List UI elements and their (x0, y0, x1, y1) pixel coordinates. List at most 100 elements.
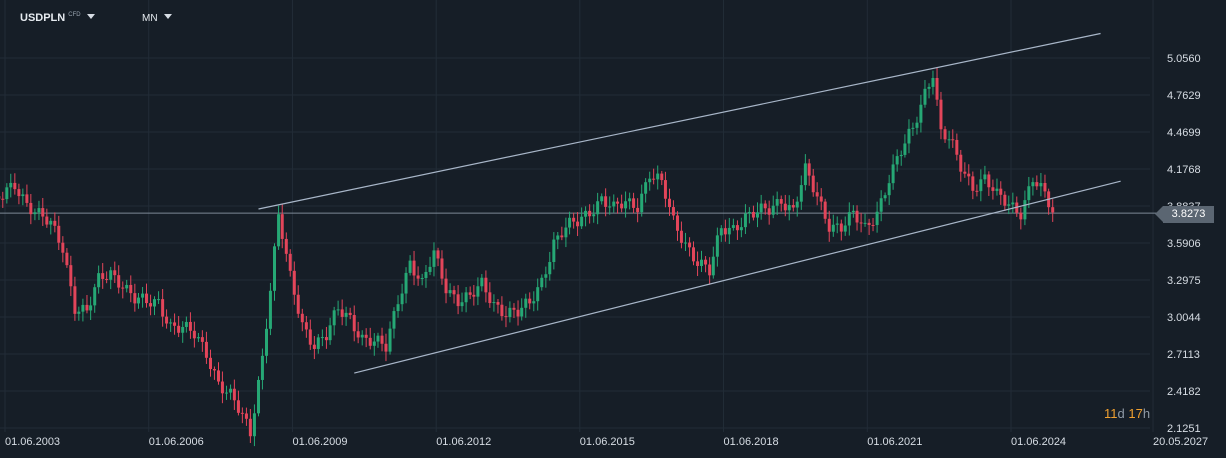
candle-body (81, 304, 85, 312)
candle-body (660, 173, 664, 181)
candle-body (336, 309, 340, 311)
trendlines[interactable] (258, 32, 1121, 374)
candle-body (915, 122, 919, 128)
symbol-selector[interactable]: USDPLN CFD (20, 12, 95, 24)
channel-trendline[interactable] (258, 32, 1101, 210)
candle (624, 191, 628, 218)
candle-body (1007, 204, 1011, 206)
candle-body (244, 413, 248, 419)
candle (963, 162, 967, 178)
candle-body (229, 388, 233, 393)
candle-body (604, 196, 608, 207)
candle-body (248, 418, 252, 437)
candle (859, 212, 863, 233)
candle (775, 191, 779, 216)
candle (807, 158, 811, 186)
candle (787, 195, 791, 221)
candle-body (951, 139, 955, 141)
candle-body (520, 307, 524, 317)
chart-toolbar: USDPLN CFD MN (0, 0, 300, 36)
candle (192, 321, 196, 348)
candle (751, 205, 755, 221)
candle-body (137, 297, 141, 304)
chevron-down-icon (86, 14, 95, 19)
channel-trendline[interactable] (354, 180, 1121, 374)
candle (947, 130, 951, 149)
candle (815, 182, 819, 206)
candle (879, 190, 883, 222)
candle-body (312, 344, 316, 349)
candle-body (879, 198, 883, 212)
candle-body (516, 309, 520, 317)
candle (85, 294, 89, 314)
candle-body (436, 250, 440, 259)
candle-body (676, 215, 680, 231)
candle (49, 217, 53, 235)
candle-body (895, 156, 899, 165)
candle (125, 279, 129, 293)
candle-body (316, 337, 320, 349)
candle (608, 196, 612, 215)
candle-body (548, 262, 552, 275)
candle (101, 263, 105, 289)
candle (352, 305, 356, 342)
candle-body (220, 381, 224, 394)
candle (209, 349, 213, 377)
candle (452, 285, 456, 304)
candle (324, 326, 328, 349)
candle (340, 299, 344, 326)
candle (644, 178, 648, 203)
symbol-name: USDPLN (20, 12, 66, 24)
candle (384, 333, 388, 362)
candle-body (284, 238, 288, 254)
candle-body (735, 225, 739, 231)
candle-body (292, 270, 296, 295)
candle (863, 213, 867, 227)
candle-body (360, 334, 364, 338)
x-tick-label: 01.06.2015 (580, 436, 635, 448)
candle (799, 175, 803, 210)
timeframe-selector[interactable]: MN (142, 13, 172, 24)
candle (851, 205, 855, 218)
candle (448, 283, 452, 297)
candle (280, 204, 284, 249)
candle (795, 196, 799, 217)
candle-body (756, 212, 760, 218)
candle-body (29, 202, 33, 215)
candle (652, 168, 656, 185)
candle (983, 165, 987, 185)
candle-body (544, 274, 548, 278)
candle-body (688, 242, 692, 248)
candle (412, 250, 416, 286)
candle (676, 211, 680, 241)
candle-body (1019, 212, 1023, 220)
candle-body (412, 260, 416, 276)
candle (500, 296, 504, 321)
candle-body (452, 290, 456, 295)
candle (803, 154, 807, 191)
candle (268, 282, 272, 336)
y-tick-label: 2.1251 (1167, 423, 1201, 435)
candle (923, 79, 927, 108)
candle-body (484, 277, 488, 293)
candle (212, 366, 216, 380)
candle-body (827, 218, 831, 232)
candle-body (560, 235, 564, 238)
y-tick-label: 4.4699 (1167, 127, 1201, 139)
candle (835, 216, 839, 234)
candle (360, 330, 364, 346)
candle (396, 295, 400, 318)
candle-body (959, 154, 963, 172)
candle (628, 192, 632, 210)
symbol-suffix: CFD (68, 12, 81, 18)
candle (9, 173, 13, 198)
candle-body (288, 253, 292, 271)
candle-body (121, 287, 125, 289)
candle (524, 293, 528, 318)
candle (464, 287, 468, 313)
candle-body (296, 294, 300, 314)
candle-body (803, 163, 807, 186)
candle (440, 250, 444, 285)
y-tick-label: 4.7629 (1167, 90, 1201, 102)
